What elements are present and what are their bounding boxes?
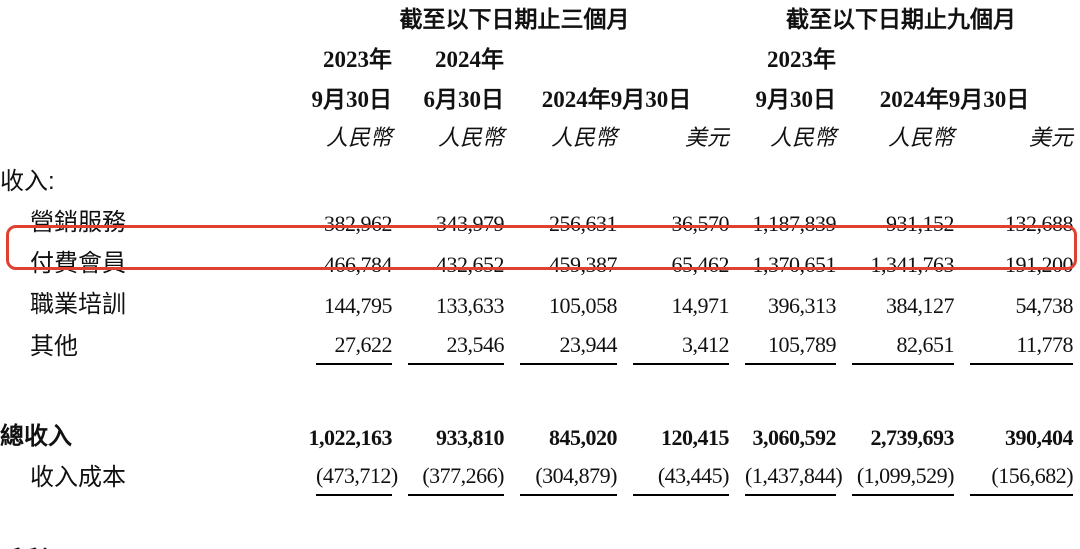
col2-date: 6月30日 xyxy=(423,87,505,112)
col7-currency: 美元 xyxy=(1029,125,1074,150)
col6-7-date: 2024年9月30日 xyxy=(879,87,1030,112)
col1-year: 2023年 xyxy=(323,47,392,72)
cell-value: 548,451 xyxy=(316,546,393,549)
cell-value: 1,187,839 xyxy=(752,211,837,236)
cell-value: (304,879) xyxy=(520,463,618,496)
cell-value: 1,022,163 xyxy=(308,425,393,450)
cell-value: 933,810 xyxy=(436,425,505,450)
cell-value: 931,152 xyxy=(886,211,955,236)
cell-value: 466,784 xyxy=(324,252,393,277)
cell-value: 343,979 xyxy=(436,211,505,236)
cell-value: (473,712) xyxy=(316,463,398,496)
row-gross-profit: 毛利 548,451 556,544 540,141 76,970 1,622,… xyxy=(0,540,1074,549)
date-header-row: 9月30日 6月30日 2024年9月30日 9月30日 2024年9月30日 xyxy=(0,80,1073,120)
row-label: 營銷服務 xyxy=(30,209,126,236)
cell-value: 105,789 xyxy=(745,332,837,365)
cell-value: 256,631 xyxy=(549,211,618,236)
cell-value: (377,266) xyxy=(408,463,505,496)
spacer-row xyxy=(0,498,1073,540)
revenue-section-label: 收入: xyxy=(0,168,55,195)
cell-value: 76,970 xyxy=(633,546,730,549)
cell-value: 1,640,164 xyxy=(852,546,955,549)
row-vocational-training: 職業培訓 144,795 133,633 105,058 14,971 396,… xyxy=(0,284,1074,325)
cell-value: (1,437,844) xyxy=(745,463,843,496)
cell-value: 390,404 xyxy=(1005,425,1074,450)
highlight-box xyxy=(6,225,1077,270)
cell-value: 845,020 xyxy=(549,425,618,450)
cell-value: 384,127 xyxy=(886,293,955,318)
cell-value: 144,795 xyxy=(324,293,393,318)
currency-header-row: 人民幣 人民幣 人民幣 美元 人民幣 人民幣 美元 xyxy=(0,120,1073,158)
row-label: 其他 xyxy=(30,333,78,360)
cell-value: 132,688 xyxy=(1005,211,1074,236)
row-marketing-services: 營銷服務 382,962 343,979 256,631 36,570 1,18… xyxy=(0,202,1074,243)
cell-value: 3,412 xyxy=(633,332,730,365)
col5-currency: 人民幣 xyxy=(769,125,836,150)
col3-currency: 人民幣 xyxy=(550,125,617,150)
cell-value: 432,652 xyxy=(436,252,505,277)
cell-value: 11,778 xyxy=(970,332,1074,365)
col2-year: 2024年 xyxy=(435,47,504,72)
col3-4-date: 2024年9月30日 xyxy=(541,87,692,112)
col1-date: 9月30日 xyxy=(311,87,393,112)
cell-value: 556,544 xyxy=(408,546,505,549)
nine-months-group-title: 截至以下日期止九個月 xyxy=(786,6,1017,32)
period-group-header-row: 截至以下日期止三個月 截至以下日期止九個月 xyxy=(0,0,1073,40)
col4-currency: 美元 xyxy=(684,125,729,150)
cell-value: 23,944 xyxy=(520,332,618,365)
cell-value: (1,099,529) xyxy=(852,463,955,496)
col6-currency: 人民幣 xyxy=(887,125,954,150)
cell-value: 120,415 xyxy=(661,425,730,450)
row-label: 收入成本 xyxy=(30,464,126,491)
row-paid-membership: 付費會員 466,784 432,652 459,387 65,462 1,37… xyxy=(0,243,1074,284)
row-label: 付費會員 xyxy=(30,250,126,277)
cell-value: 1,341,763 xyxy=(870,252,955,277)
cell-value: 1,370,651 xyxy=(752,252,837,277)
spacer-row xyxy=(0,367,1073,416)
col2-currency: 人民幣 xyxy=(437,125,504,150)
cell-value: 65,462 xyxy=(671,252,730,277)
cell-value: 82,651 xyxy=(852,332,955,365)
row-label: 總收入 xyxy=(0,423,72,450)
col5-year: 2023年 xyxy=(767,47,836,72)
cell-value: 27,622 xyxy=(316,332,393,365)
cell-value: 14,971 xyxy=(671,293,730,318)
cell-value: 1,622,748 xyxy=(745,546,837,549)
cell-value: 23,546 xyxy=(408,332,505,365)
cell-value: 3,060,592 xyxy=(752,425,837,450)
cell-value: 105,058 xyxy=(549,293,618,318)
cell-value: (156,682) xyxy=(970,463,1074,496)
revenue-section-row: 收入: xyxy=(0,158,1073,202)
cell-value: 459,387 xyxy=(549,252,618,277)
cell-value: 191,200 xyxy=(1005,252,1074,277)
year-header-row: 2023年 2024年 2023年 xyxy=(0,40,1073,80)
three-months-group-title: 截至以下日期止三個月 xyxy=(399,6,630,32)
cell-value: 2,739,693 xyxy=(870,425,955,450)
cell-value: (43,445) xyxy=(633,463,730,496)
cell-value: 133,633 xyxy=(436,293,505,318)
cell-value: 382,962 xyxy=(324,211,393,236)
row-others: 其他 27,622 23,546 23,944 3,412 105,789 82… xyxy=(0,325,1074,367)
cell-value: 233,722 xyxy=(970,546,1074,549)
row-label: 職業培訓 xyxy=(30,291,126,318)
row-total-revenue: 總收入 1,022,163 933,810 845,020 120,415 3,… xyxy=(0,416,1074,457)
cell-value: 36,570 xyxy=(671,211,730,236)
col1-currency: 人民幣 xyxy=(325,125,392,150)
cell-value: 396,313 xyxy=(768,293,837,318)
row-label: 毛利 xyxy=(0,540,300,549)
row-cost-of-revenue: 收入成本 (473,712) (377,266) (304,879) (43,4… xyxy=(0,457,1074,498)
col5-date: 9月30日 xyxy=(755,87,837,112)
cell-value: 540,141 xyxy=(520,546,618,549)
cell-value: 54,738 xyxy=(1015,293,1074,318)
